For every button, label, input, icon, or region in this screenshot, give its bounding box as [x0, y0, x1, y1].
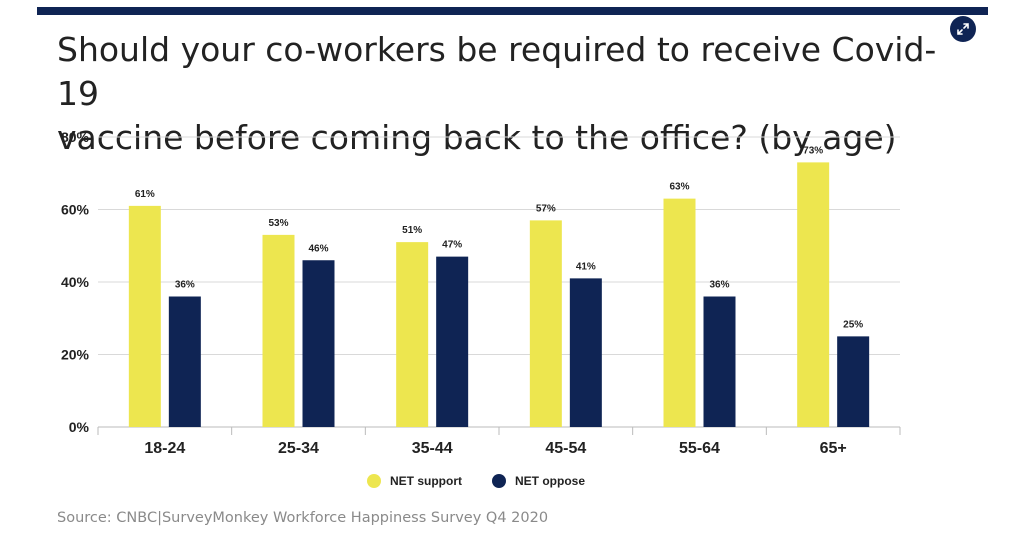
bar-support: [128, 205, 161, 427]
data-label: 63%: [669, 182, 689, 193]
bar-oppose: [703, 296, 736, 427]
data-label: 25%: [843, 319, 863, 330]
source-note: Source: CNBC|SurveyMonkey Workforce Happ…: [57, 510, 549, 526]
bar-support: [396, 242, 429, 427]
legend-label-oppose: NET oppose: [515, 474, 586, 488]
data-label: 57%: [536, 203, 556, 214]
bar-support: [529, 220, 562, 427]
chart-title-line-1: Should your co-workers be required to re…: [57, 30, 937, 113]
data-label: 46%: [308, 243, 328, 254]
x-tick-label: 18-24: [144, 440, 185, 457]
legend-item-oppose: NET oppose: [492, 474, 585, 488]
bar-oppose: [302, 260, 335, 427]
data-label: 36%: [175, 280, 195, 291]
expand-arrows-icon: [957, 23, 969, 35]
legend-item-support: NET support: [367, 474, 462, 488]
bar-oppose: [569, 278, 602, 427]
y-tick-label: 80%: [61, 129, 90, 145]
y-tick-label: 60%: [61, 202, 90, 218]
data-label: 73%: [803, 145, 823, 156]
data-label: 51%: [402, 225, 422, 236]
x-tick-label: 25-34: [278, 440, 319, 457]
top-accent-bar: [37, 7, 988, 15]
x-tick-label: 65+: [820, 440, 847, 457]
bar-support: [797, 162, 830, 427]
data-label: 36%: [709, 280, 729, 291]
x-tick-label: 45-54: [545, 440, 586, 457]
y-tick-label: 0%: [69, 419, 90, 435]
x-tick-label: 55-64: [679, 440, 720, 457]
y-tick-label: 20%: [61, 347, 90, 363]
data-label: 41%: [576, 261, 596, 272]
expand-button[interactable]: [950, 16, 976, 42]
x-tick-label: 35-44: [412, 440, 453, 457]
data-label: 53%: [268, 218, 288, 229]
bar-support: [663, 198, 696, 427]
y-tick-label: 40%: [61, 274, 90, 290]
legend-swatch-support: [367, 474, 381, 488]
legend-label-support: NET support: [390, 474, 462, 488]
bar-oppose: [436, 256, 469, 427]
legend-swatch-oppose: [492, 474, 506, 488]
bar-support: [262, 234, 295, 427]
data-label: 47%: [442, 240, 462, 251]
chart-legend: NET support NET oppose: [367, 472, 585, 490]
bar-oppose: [168, 296, 201, 427]
bar-oppose: [837, 336, 870, 427]
data-label: 61%: [135, 189, 155, 200]
